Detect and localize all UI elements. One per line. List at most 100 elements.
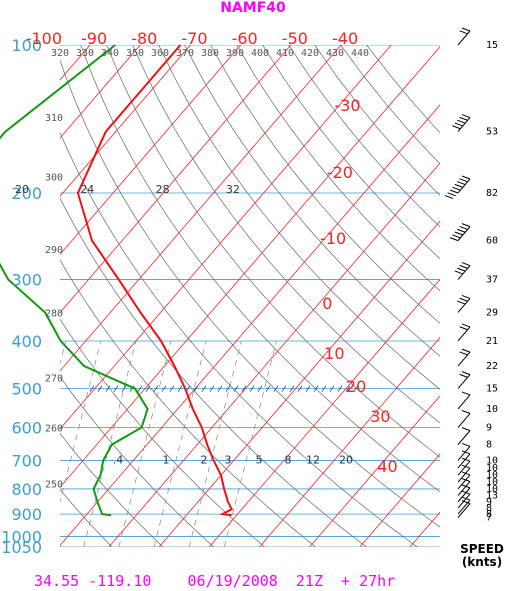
hatch-mark	[297, 385, 303, 392]
wind-barb-flag	[452, 234, 461, 239]
wind-barb-flag	[449, 189, 459, 194]
speed-units-label: (knts)	[462, 555, 502, 569]
mixing-ratio-line	[153, 340, 207, 547]
pressure-label: 1050	[1, 538, 42, 557]
dry-adiabat-line	[210, 45, 440, 324]
dewpoint-profile-line	[0, 44, 149, 517]
hatch-mark	[97, 385, 103, 392]
temperature-tick-label: -100	[26, 29, 62, 48]
wind-barb-flag	[454, 270, 463, 275]
dry-adiabat-line	[314, 45, 440, 196]
wind-barb-staff	[457, 446, 471, 461]
pressure-label: 200	[11, 184, 42, 203]
wind-speed-label: 15	[486, 384, 498, 395]
wind-barb	[457, 427, 471, 445]
wind-speed-label: 8	[486, 440, 492, 451]
wind-barb-flag	[461, 457, 471, 462]
wind-barb-flag	[461, 500, 471, 505]
wind-barb-flag	[461, 484, 471, 489]
wind-barb-flag	[459, 30, 468, 35]
dry-adiabat-line	[158, 45, 440, 390]
pressure-label: 700	[11, 451, 42, 470]
wind-barb-staff	[457, 265, 471, 280]
wind-barb	[457, 391, 471, 410]
dry-adiabat-line	[236, 45, 440, 292]
wind-barb-staff	[457, 474, 471, 490]
hatch-mark	[121, 385, 127, 392]
isotherm-line	[359, 453, 440, 547]
theta-label: 380	[201, 48, 219, 59]
wind-speed-label: 10	[486, 455, 498, 466]
hatch-mark	[209, 385, 215, 392]
wind-barb-flag	[461, 27, 471, 32]
temperature-tick-label: -50	[282, 29, 308, 48]
wind-barb-staff	[457, 453, 471, 469]
wind-barb-flag	[454, 183, 463, 188]
temperature-tick-label: -60	[232, 29, 258, 48]
hatch-mark	[89, 385, 95, 392]
wind-speed-label: 10	[486, 404, 498, 415]
isotherm-line	[60, 45, 191, 197]
speed-label: SPEED	[460, 542, 504, 556]
wind-speed-label: 13	[486, 491, 498, 502]
temperature-tick-label: -20	[327, 163, 353, 182]
wind-speed-label: 15	[486, 40, 498, 51]
theta-label: 390	[226, 48, 244, 59]
wind-speed-label: 9	[486, 497, 492, 508]
wind-barb-staff	[457, 499, 471, 515]
grid-lines	[60, 45, 440, 547]
wind-barb-flag	[461, 294, 471, 299]
upper-row-label: 20	[15, 183, 29, 196]
theta-label: 360	[151, 48, 169, 59]
wind-barb-flag	[461, 371, 471, 376]
wind-speed-label: 10	[486, 463, 498, 474]
hatch-mark	[193, 385, 199, 392]
chart-marks	[0, 27, 471, 518]
wind-barb-flag	[449, 237, 459, 242]
isotherm-line	[259, 337, 440, 547]
wind-barb-flag	[457, 119, 466, 124]
wind-barb-flag	[459, 116, 468, 121]
hatch-mark	[137, 385, 143, 392]
wind-barb	[457, 323, 471, 342]
wind-speed-label: 22	[486, 361, 498, 372]
dry-adiabat-line	[132, 45, 440, 424]
theta-label: 280	[45, 308, 63, 319]
wind-barb-flag	[461, 478, 471, 482]
isotherm-line	[60, 45, 392, 430]
hatch-mark	[177, 385, 183, 392]
wind-barb	[457, 450, 471, 469]
hatch-mark	[169, 385, 175, 392]
wind-barb-staff	[457, 30, 471, 46]
mixing-ratio-label: 20	[339, 453, 353, 466]
mixing-ratio-line	[83, 340, 137, 547]
wind-barb-flag	[457, 228, 466, 233]
pressure-label: 900	[11, 505, 42, 524]
hatch-mark	[105, 385, 111, 392]
wind-speed-label: 10	[486, 470, 498, 481]
theta-label: 340	[101, 48, 119, 59]
wind-barb-flag	[459, 264, 468, 269]
mixing-ratio-line	[223, 340, 277, 547]
dry-adiabat-line	[60, 489, 113, 547]
dry-adiabat-line	[340, 45, 440, 165]
wind-barb	[457, 442, 471, 461]
wind-barb-staff	[457, 481, 471, 496]
wind-barb	[457, 484, 471, 503]
wind-speed-label: 53	[486, 127, 498, 138]
temperature-tick-label: -70	[181, 29, 207, 48]
theta-label: 440	[351, 48, 369, 59]
dry-adiabat-line	[60, 259, 316, 547]
wind-speed-label: 8	[486, 509, 492, 520]
wind-barb-flag	[461, 323, 471, 328]
wind-barb-flag	[447, 192, 456, 197]
dry-adiabat-line	[262, 45, 440, 260]
wind-barb-flag	[459, 351, 468, 356]
temperature-tick-label: 20	[346, 377, 366, 396]
hatch-mark	[249, 385, 255, 392]
hatch-mark	[289, 385, 295, 392]
wind-speed-label: 10	[486, 484, 498, 495]
upper-row-label: 32	[226, 183, 240, 196]
wind-barb	[454, 262, 471, 280]
